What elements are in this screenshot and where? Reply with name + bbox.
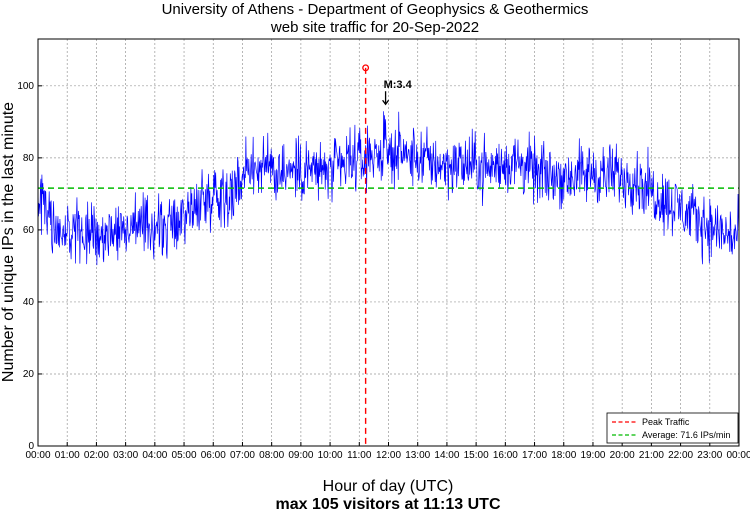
x-tick-label: 17:00 — [522, 450, 547, 461]
x-tick-label: 03:00 — [113, 450, 138, 461]
x-tick-label: 20:00 — [610, 450, 635, 461]
traffic-line — [37, 111, 740, 266]
x-tick-label: 14:00 — [434, 450, 459, 461]
x-axis-label: Hour of day (UTC) — [323, 478, 454, 495]
x-tick-label: 00:00 — [25, 450, 50, 461]
series-group — [37, 111, 740, 266]
x-tick-label: 06:00 — [201, 450, 226, 461]
legend-box — [606, 412, 739, 444]
y-tick-label: 60 — [23, 225, 35, 236]
annotation-arrow-head — [382, 99, 390, 106]
legend: Peak Traffic Average: 71.6 IPs/min — [606, 412, 739, 444]
annotation-label: M:3.4 — [384, 79, 413, 91]
y-tick-label: 40 — [23, 297, 35, 308]
plot-area — [38, 39, 739, 446]
x-tick-label: 18:00 — [551, 450, 576, 461]
x-tick-label: 23:00 — [697, 450, 722, 461]
x-tick-label: 21:00 — [639, 450, 664, 461]
x-axis-ticks: 00:00 01:00 02:00 03:00 04:00 05:00 06:00 07:00… — [25, 442, 750, 461]
max-visitors-summary: max 105 visitors at 11:13 UTC — [275, 496, 500, 511]
x-tick-label: 16:00 — [493, 450, 518, 461]
legend-peak-label: Peak Traffic — [642, 417, 690, 427]
y-axis-label: Number of unique IPs in the last minute — [0, 102, 17, 382]
peak-marker — [362, 64, 370, 72]
x-tick-label: 15:00 — [464, 450, 489, 461]
x-tick-label: 04:00 — [142, 450, 167, 461]
y-tick-label: 80 — [23, 153, 35, 164]
x-tick-label: 05:00 — [172, 450, 197, 461]
x-tick-label: 10:00 — [318, 450, 343, 461]
x-tick-label: 19:00 — [580, 450, 605, 461]
chart-title: University of Athens - Department of Geo… — [162, 1, 589, 18]
x-tick-label: 12:00 — [376, 450, 401, 461]
x-tick-label: 07:00 — [230, 450, 255, 461]
x-tick-label: 02:00 — [84, 450, 109, 461]
x-tick-label: 13:00 — [405, 450, 430, 461]
x-tick-label: 11:00 — [347, 450, 372, 461]
chart-subtitle: web site traffic for 20-Sep-2022 — [270, 19, 479, 36]
x-tick-label: 00:00 — [726, 450, 750, 461]
y-tick-label: 0 — [28, 441, 34, 452]
y-tick-label: 100 — [17, 81, 34, 92]
legend-average-label: Average: 71.6 IPs/min — [642, 430, 730, 440]
plot-frame — [37, 38, 740, 447]
x-tick-label: 08:00 — [259, 450, 284, 461]
x-tick-label: 01:00 — [55, 450, 80, 461]
overlay-lines — [38, 64, 739, 446]
x-tick-label: 22:00 — [668, 450, 693, 461]
y-tick-label: 20 — [23, 369, 35, 380]
x-tick-label: 09:00 — [288, 450, 313, 461]
